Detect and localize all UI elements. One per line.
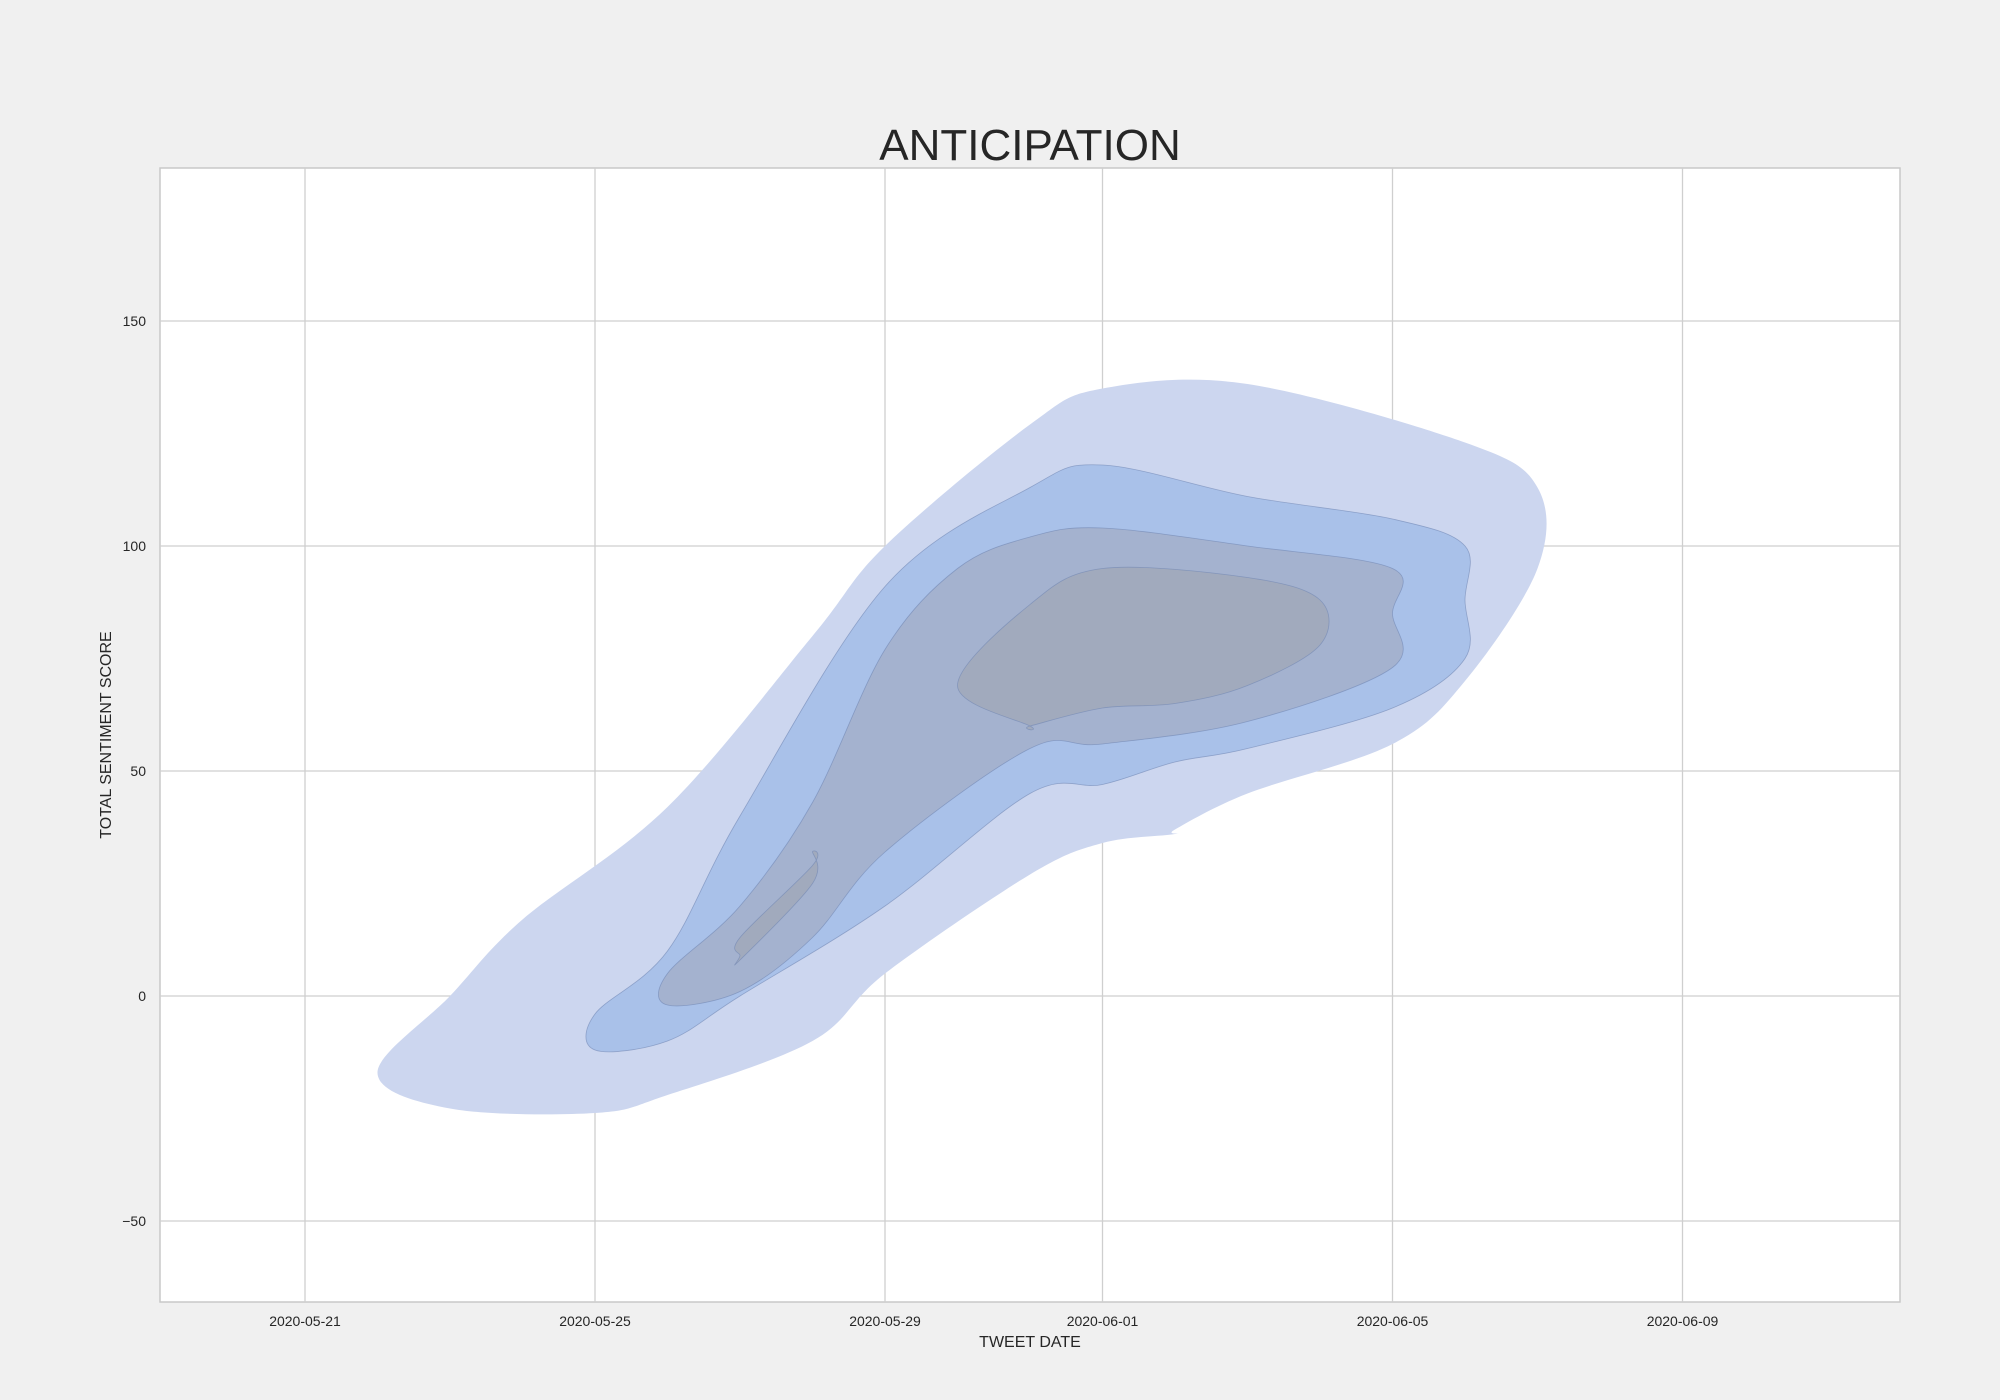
y-tick-label: −50	[122, 1213, 146, 1229]
kde-contours	[377, 379, 1547, 1115]
x-tick-label: 2020-06-05	[1357, 1313, 1429, 1329]
y-tick-label: 100	[123, 538, 147, 554]
x-tick-label: 2020-05-25	[559, 1313, 631, 1329]
y-tick-label: 0	[138, 988, 146, 1004]
y-tick-labels: −50 0 50 100 150	[122, 313, 146, 1229]
x-axis-label: TWEET DATE	[979, 1334, 1081, 1351]
x-tick-labels: 2020-05-21 2020-05-25 2020-05-29 2020-06-01…	[269, 1313, 1718, 1329]
y-tick-label: 150	[123, 313, 147, 329]
x-tick-label: 2020-05-21	[269, 1313, 341, 1329]
x-tick-label: 2020-06-01	[1067, 1313, 1139, 1329]
chart-title: ANTICIPATION	[879, 121, 1181, 170]
kde-level-inner-upper	[957, 566, 1330, 731]
y-tick-label: 50	[130, 763, 146, 779]
kde-level-inner-lower	[734, 850, 819, 966]
y-axis-label: TOTAL SENTIMENT SCORE	[98, 631, 115, 838]
x-tick-label: 2020-05-29	[849, 1313, 921, 1329]
x-tick-label: 2020-06-09	[1647, 1313, 1719, 1329]
